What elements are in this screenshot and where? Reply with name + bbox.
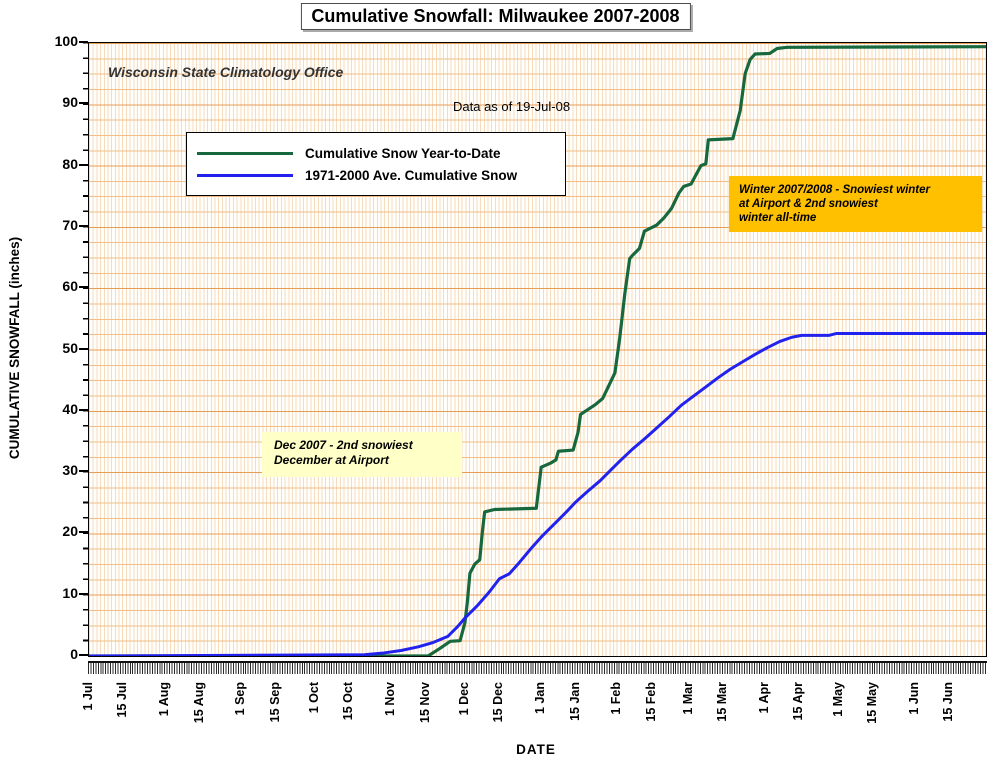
x-tick-label: 15 Nov [417,682,432,723]
legend-line-swatch-green [197,151,293,155]
y-tick-label: 0 [70,646,78,662]
x-tick-label: 1 Mar [680,682,695,715]
y-tick-label: 30 [62,462,78,479]
x-tick-label: 15 Feb [643,682,658,722]
x-tick-label: 1 May [830,682,845,717]
x-tick-label: 1 Nov [383,682,398,717]
legend-label: Cumulative Snow Year-to-Date [305,145,501,161]
x-tick-label: 15 Sep [267,682,282,723]
y-tick-label: 10 [62,584,78,601]
annotation-december-record: Dec 2007 - 2nd snowiest December at Airp… [262,432,462,477]
x-tick-label: 1 Oct [307,682,322,714]
x-tick-label: 1 Aug [157,682,172,717]
x-tick-label: 15 Dec [491,682,506,723]
legend-line-swatch-blue [197,173,293,177]
y-axis-title: CUMULATIVE SNOWFALL (inches) [7,236,22,460]
y-tick-label: 40 [62,400,78,417]
y-tick-label: 50 [62,339,78,356]
x-tick-label: 1 Dec [457,682,471,716]
x-tick-label: 15 Jan [567,682,582,721]
x-axis-line [88,661,987,663]
y-tick-mark [79,654,88,656]
y-tick-mark [79,163,88,166]
x-tick-label: 15 Oct [341,682,356,721]
y-tick-label: 20 [62,523,78,540]
x-tick-label: 15 Apr [791,682,806,721]
series-line-1 [89,334,986,656]
x-tick-label: 15 May [864,682,879,724]
x-tick-label: 1 Jan [533,682,548,714]
legend: Cumulative Snow Year-to-Date 1971-2000 A… [186,132,566,196]
x-tick-label: 15 Aug [191,682,206,724]
y-tick-mark [79,286,88,289]
x-tick-label: 15 Jun [941,682,956,722]
y-tick-mark [79,224,88,227]
y-tick-mark [79,470,88,473]
x-tick-label: 15 Mar [715,682,730,722]
x-tick-label: 1 Jun [906,682,921,715]
y-tick-label: 70 [62,216,78,233]
y-tick-mark [79,592,88,595]
y-tick-label: 60 [62,278,78,295]
y-tick-mark [79,531,88,534]
legend-row-average: 1971-2000 Ave. Cumulative Snow [197,168,565,183]
x-tick-label: 1 Jul [81,682,95,711]
x-tick-label: 15 Jul [115,682,130,718]
y-tick-mark [79,347,88,350]
legend-row-year-to-date: Cumulative Snow Year-to-Date [197,146,565,161]
annotation-climatology-office: Wisconsin State Climatology Office [108,64,344,80]
legend-label: 1971-2000 Ave. Cumulative Snow [305,167,518,183]
series-svg [89,43,986,656]
y-tick-mark [79,41,88,43]
annotation-winter-record: Winter 2007/2008 - Snowiest winter at Ai… [729,176,982,232]
series-line-0 [89,47,986,656]
x-tick-label: 1 Sep [233,682,248,716]
x-axis-daily-ticks [88,663,987,674]
x-tick-label: 1 Apr [756,682,771,714]
y-tick-label: 90 [62,94,78,111]
y-tick-mark [79,102,88,105]
chart-title: Cumulative Snowfall: Milwaukee 2007-2008 [300,3,691,30]
annotation-data-as-of: Data as of 19-Jul-08 [453,99,571,114]
x-tick-label: 1 Feb [609,682,624,715]
y-tick-label: 100 [54,33,78,49]
x-axis-title: DATE [516,742,556,757]
y-tick-label: 80 [62,155,78,172]
y-tick-mark [79,408,88,411]
